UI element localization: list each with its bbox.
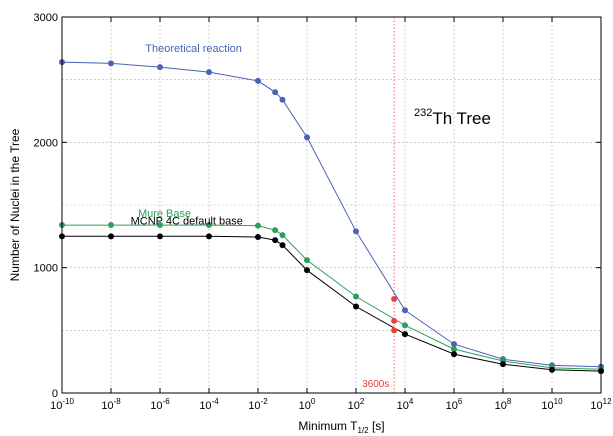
y-tick-label: 1000 [34, 263, 58, 275]
x-tick-label-exponent: 6 [458, 397, 463, 406]
series-point [206, 233, 212, 240]
reference-line-label: 3600s [362, 379, 389, 390]
x-tick-label: 102 [348, 397, 365, 412]
x-tick-label-base: 10 [50, 400, 62, 412]
series-point [279, 96, 286, 103]
chart-title: 232Th Tree [414, 107, 491, 128]
series-line [62, 224, 602, 370]
series-point [451, 351, 457, 358]
reference-point [391, 296, 398, 302]
series-label: Mure Base [138, 208, 191, 220]
x-tick-label-base: 10 [199, 400, 211, 412]
x-tick-label-exponent: -6 [163, 397, 171, 406]
x-tick-label: 1010 [541, 397, 563, 412]
series-point [353, 303, 359, 310]
series-point [500, 361, 506, 368]
x-tick-label-base: 10 [541, 400, 553, 412]
x-tick-label-exponent: -8 [114, 397, 122, 406]
x-tick-label: 10-10 [50, 397, 74, 412]
series-point [272, 89, 279, 96]
series-point [304, 257, 310, 264]
x-tick-label-base: 10 [101, 400, 113, 412]
series-point [279, 242, 286, 249]
x-tick-label-exponent: -4 [212, 397, 220, 406]
x-tick-label: 100 [299, 397, 316, 412]
x-tick-label-base: 10 [348, 400, 360, 412]
x-tick-label-base: 10 [495, 400, 507, 412]
x-tick-label: 104 [397, 397, 414, 412]
x-tick-label-exponent: 0 [311, 397, 316, 406]
x-tick-label-exponent: 4 [409, 397, 414, 406]
x-tick-label-exponent: 10 [554, 397, 563, 406]
x-tick-label: 10-8 [101, 397, 121, 412]
series-point [402, 307, 408, 314]
series-label: MCNP 4C default base [131, 215, 243, 227]
x-tick-label: 10-4 [199, 397, 219, 412]
series-point [157, 222, 163, 229]
plot-frame [61, 16, 602, 394]
x-tick-label-base: 10 [590, 400, 602, 412]
x-tick-label-exponent: 12 [603, 397, 612, 406]
series-line [61, 61, 602, 368]
series-point [279, 232, 286, 239]
axis-ticks [61, 16, 602, 394]
series-point [549, 366, 555, 373]
x-tick-label: 10-2 [248, 397, 268, 412]
x-axis-label-subscript: 1/2 [357, 426, 369, 435]
x-tick-label-exponent: -2 [261, 397, 269, 406]
y-tick-label: 0 [52, 388, 58, 400]
x-tick-label: 108 [495, 397, 512, 412]
x-tick-label-base: 10 [397, 400, 409, 412]
series-point [451, 346, 457, 353]
y-tick-label: 2000 [34, 137, 58, 149]
x-tick-label: 106 [446, 397, 463, 412]
grid [62, 17, 601, 393]
x-axis-label-main: Minimum T [298, 419, 358, 433]
series-point [451, 341, 457, 348]
series-point [108, 233, 114, 240]
reference-point [391, 317, 398, 324]
series-point [304, 134, 310, 141]
x-tick-label-base: 10 [150, 400, 162, 412]
series-point [108, 60, 114, 67]
series-0: Theoretical reaction [59, 43, 604, 370]
x-tick-label-base: 10 [248, 400, 260, 412]
series-label: Theoretical reaction [145, 43, 242, 55]
tick-labels: 10-10 10-8 10-6 10-4 10-2 100 102 104 106 108 1010… [34, 12, 613, 412]
series-point [157, 64, 163, 71]
series-point [206, 222, 212, 229]
x-tick-label-exponent: 8 [507, 397, 512, 406]
series-2: MCNP 4C default base [59, 215, 604, 375]
series-point [272, 227, 279, 234]
x-tick-label: 10-6 [150, 397, 170, 412]
y-axis-label: Number of Nuclei in the Tree [8, 128, 22, 281]
reference-point [391, 327, 398, 334]
x-tick-label-exponent: -10 [62, 397, 74, 406]
series-point [353, 293, 359, 300]
chart-title-main: Th Tree [432, 109, 491, 128]
chart-title-superscript: 232 [414, 107, 432, 119]
x-tick-label-base: 10 [299, 400, 311, 412]
series-point [157, 233, 163, 240]
series-point [402, 331, 408, 338]
series-point [255, 222, 261, 229]
series-point [206, 69, 212, 76]
series-point [353, 228, 359, 235]
series-point [255, 77, 261, 84]
series-point [108, 222, 114, 229]
series-point [304, 267, 310, 274]
y-tick-label: 3000 [34, 12, 58, 24]
series-line [62, 235, 602, 372]
x-tick-label: 1012 [590, 397, 612, 412]
series-point [255, 233, 261, 240]
series-point [402, 322, 408, 329]
x-axis-label-unit: [s] [369, 419, 385, 433]
x-axis-label: Minimum T1/2 [s] [298, 419, 384, 435]
reference-points [391, 296, 398, 334]
x-tick-label-exponent: 2 [360, 397, 365, 406]
x-tick-label-base: 10 [446, 400, 458, 412]
series-point [272, 237, 279, 244]
